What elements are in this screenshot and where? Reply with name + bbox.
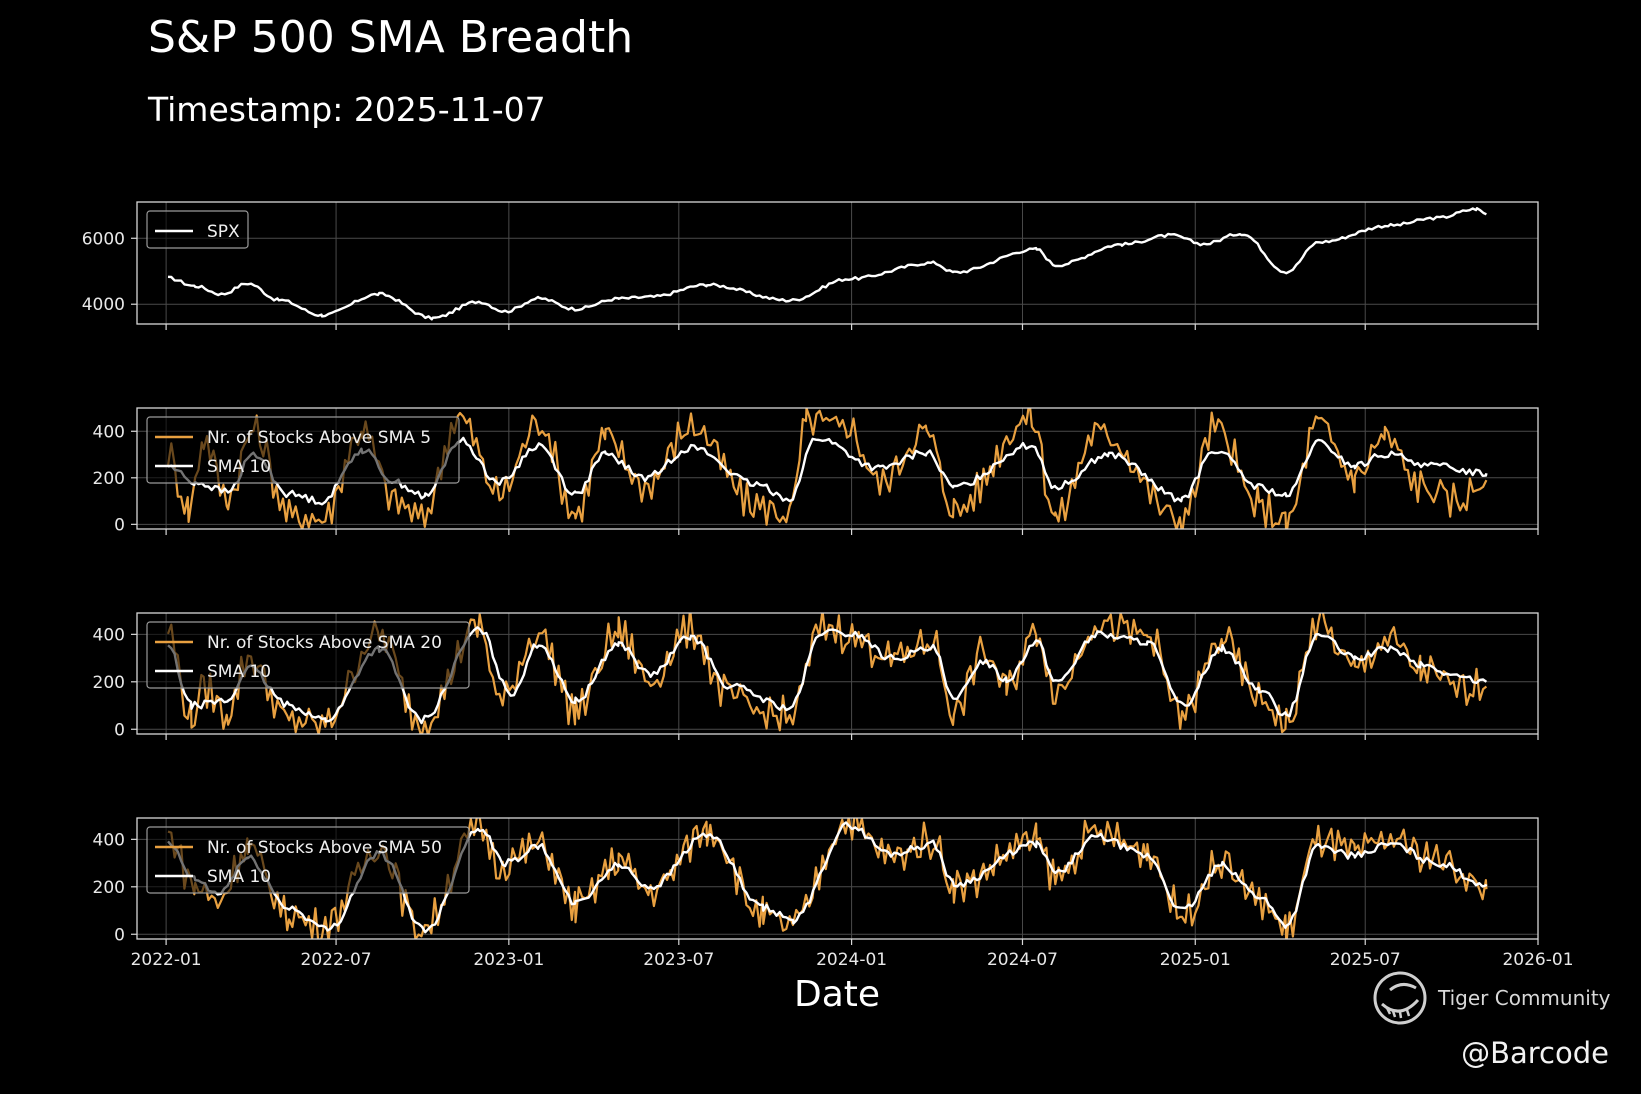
- x-tick-label: 2024-07: [987, 950, 1058, 970]
- watermark: Tiger Community: [1372, 970, 1611, 1026]
- legend-box: [146, 416, 460, 484]
- series-line-1: [167, 207, 1487, 321]
- panel-frame: [136, 201, 1539, 325]
- legend-box: [146, 621, 470, 689]
- x-tick-label: 2026-01: [1502, 950, 1573, 970]
- legend-label: Nr. of Stocks Above SMA 5: [207, 428, 431, 448]
- y-tick-label: 4000: [82, 295, 125, 315]
- legend-label: SPX: [207, 222, 240, 242]
- y-tick-label: 400: [93, 625, 125, 645]
- legend-label: SMA 10: [207, 867, 271, 887]
- legend-label: SMA 10: [207, 457, 271, 477]
- author-handle: @Barcode: [1461, 1036, 1609, 1070]
- panel-frame: [136, 817, 1539, 940]
- y-tick-label: 200: [93, 878, 125, 898]
- panel-1: 4000 6000 SPX: [82, 201, 1539, 330]
- y-tick-label: 400: [93, 422, 125, 442]
- legend: Nr. of Stocks Above SMA 50 SMA 10: [146, 826, 470, 894]
- legend: Nr. of Stocks Above SMA 5 SMA 10: [146, 416, 460, 484]
- y-tick-label: 200: [93, 673, 125, 693]
- x-tick-label: 2024-01: [816, 950, 887, 970]
- x-tick-label: 2022-07: [301, 950, 372, 970]
- y-tick-label: 200: [93, 469, 125, 489]
- legend-box: [146, 826, 470, 894]
- panel-frame: [136, 612, 1539, 735]
- legend: Nr. of Stocks Above SMA 20 SMA 10: [146, 621, 470, 689]
- panel-4: 0 200 400 Nr. of Stocks Above SMA 50 SMA 10: [93, 817, 1539, 945]
- y-tick-label: 6000: [82, 229, 125, 249]
- y-tick-label: 400: [93, 830, 125, 850]
- legend-label: Nr. of Stocks Above SMA 20: [207, 633, 442, 653]
- y-tick-label: 0: [114, 925, 125, 945]
- y-tick-label: 0: [114, 515, 125, 535]
- legend-label: SMA 10: [207, 662, 271, 682]
- watermark-brand: Tiger Community: [1438, 986, 1611, 1010]
- legend-label: Nr. of Stocks Above SMA 50: [207, 838, 442, 858]
- tiger-community-logo-icon: [1373, 971, 1427, 1025]
- x-tick-label: 2023-07: [643, 950, 714, 970]
- panel-3: 0 200 400 Nr. of Stocks Above SMA 20 SMA 10: [93, 612, 1539, 740]
- chart-title: S&P 500 SMA Breadth: [148, 12, 634, 63]
- y-tick-label: 0: [114, 720, 125, 740]
- x-tick-label: 2025-07: [1330, 950, 1401, 970]
- legend: SPX: [146, 210, 249, 249]
- x-axis-label: Date: [794, 974, 880, 1015]
- panel-2: 0 200 400 Nr. of Stocks Above SMA 5 SMA 10: [93, 407, 1539, 535]
- panel-frame: [136, 407, 1539, 530]
- x-tick-label: 2022-01: [131, 950, 202, 970]
- x-tick-label: 2023-01: [473, 950, 544, 970]
- chart-subtitle: Timestamp: 2025-11-07: [148, 90, 546, 129]
- x-tick-label: 2025-01: [1160, 950, 1231, 970]
- legend-box: [146, 210, 249, 249]
